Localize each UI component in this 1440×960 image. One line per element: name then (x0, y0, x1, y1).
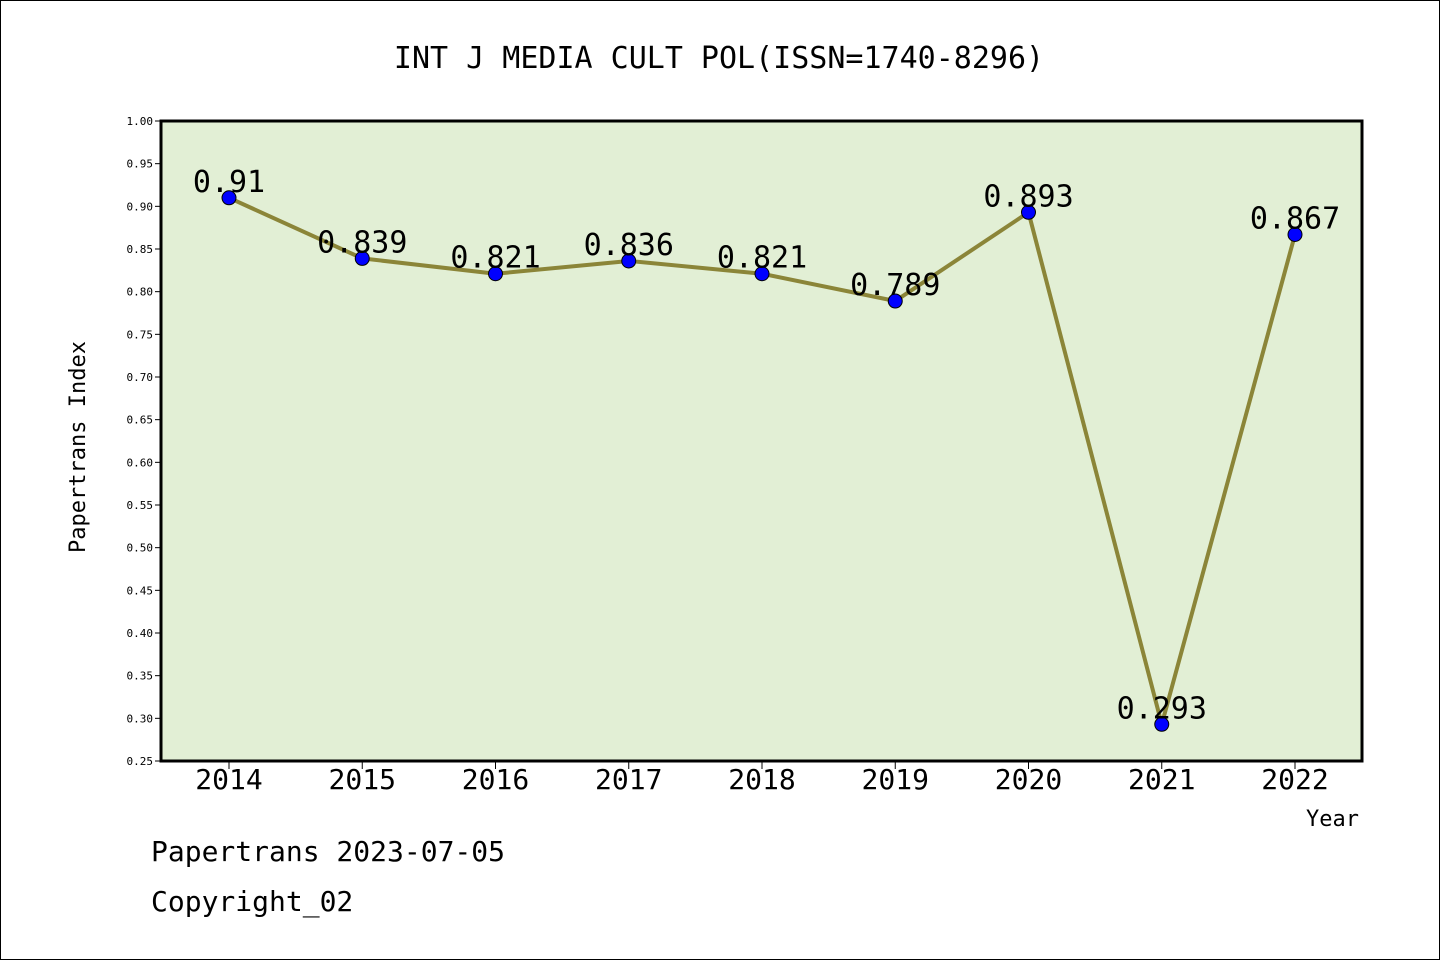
y-tick-label: 0.50 (127, 542, 154, 555)
x-tick-label: 2014 (195, 763, 262, 796)
y-axis: 0.25 0.30 0.35 0.40 0.45 0.50 0.55 0.60 0.65 0.70… (127, 115, 161, 768)
footer-date-line: Papertrans 2023-07-05 (151, 835, 506, 868)
data-label: 0.821 (450, 241, 540, 276)
y-tick-label: 0.35 (127, 670, 154, 683)
y-tick-label: 0.75 (127, 328, 154, 341)
x-tick-label: 2019 (862, 763, 929, 796)
x-axis-label: Year (1306, 807, 1359, 832)
x-tick-label: 2015 (329, 763, 396, 796)
data-label: 0.91 (193, 165, 265, 200)
data-point (221, 190, 237, 206)
footer-copyright-line: Copyright_02 (151, 885, 354, 918)
x-tick-label: 2022 (1261, 763, 1328, 796)
data-point (887, 293, 903, 309)
data-point (1154, 716, 1170, 732)
y-tick-label: 0.30 (127, 712, 154, 725)
data-point (621, 253, 637, 269)
data-label: 0.821 (717, 241, 807, 276)
y-tick-label: 0.85 (127, 243, 154, 256)
data-point (1021, 204, 1036, 220)
data-label: 0.867 (1250, 201, 1340, 236)
chart-title: INT J MEDIA CULT POL(ISSN=1740-8296) (394, 41, 1044, 76)
data-label: 0.893 (983, 179, 1073, 214)
y-tick-label: 0.95 (127, 158, 154, 171)
y-tick-label: 0.40 (127, 627, 154, 640)
y-tick-label: 1.00 (127, 115, 154, 128)
data-markers (221, 190, 1303, 732)
y-tick-label: 0.90 (127, 200, 154, 213)
data-label: 0.839 (317, 225, 407, 260)
data-point (488, 266, 503, 282)
data-point (354, 250, 370, 266)
data-point (754, 266, 770, 282)
x-tick-label: 2017 (595, 763, 662, 796)
y-tick-label: 0.25 (127, 755, 154, 768)
x-tick-label: 2016 (462, 763, 529, 796)
data-label: 0.293 (1117, 691, 1207, 726)
x-tick-label: 2021 (1128, 763, 1195, 796)
y-tick-label: 0.80 (127, 286, 154, 299)
plot-area (159, 119, 1364, 763)
x-tick-label: 2020 (995, 763, 1062, 796)
y-tick-label: 0.65 (127, 414, 154, 427)
x-axis: 2014 2015 2016 2017 2018 2019 2020 2021 2022 (195, 761, 1329, 796)
y-axis-label: Papertrans Index (66, 341, 91, 553)
data-point (1287, 226, 1303, 242)
y-tick-label: 0.60 (127, 456, 154, 469)
x-tick-label: 2018 (728, 763, 795, 796)
data-label: 0.789 (850, 268, 940, 303)
y-tick-label: 0.45 (127, 584, 154, 597)
y-tick-label: 0.55 (127, 499, 154, 512)
data-labels: 0.91 0.839 0.821 0.836 0.821 0.789 0.893 0.293 0… (193, 165, 1340, 727)
data-label: 0.836 (584, 228, 674, 263)
y-tick-label: 0.70 (127, 371, 154, 384)
